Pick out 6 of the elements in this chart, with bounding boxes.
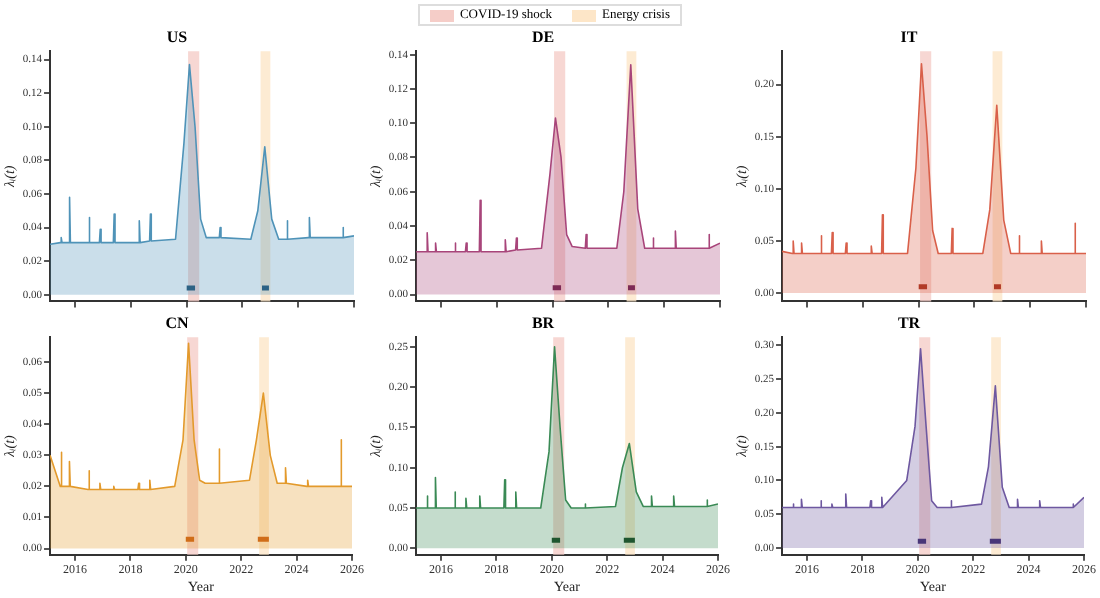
chart-title: BR [531, 313, 555, 332]
chart-title: TR [897, 313, 921, 332]
chart-title: DE [531, 27, 555, 46]
chart-title: US [166, 27, 189, 46]
chart-title: CN [165, 313, 189, 332]
chart-title: IT [900, 27, 919, 46]
